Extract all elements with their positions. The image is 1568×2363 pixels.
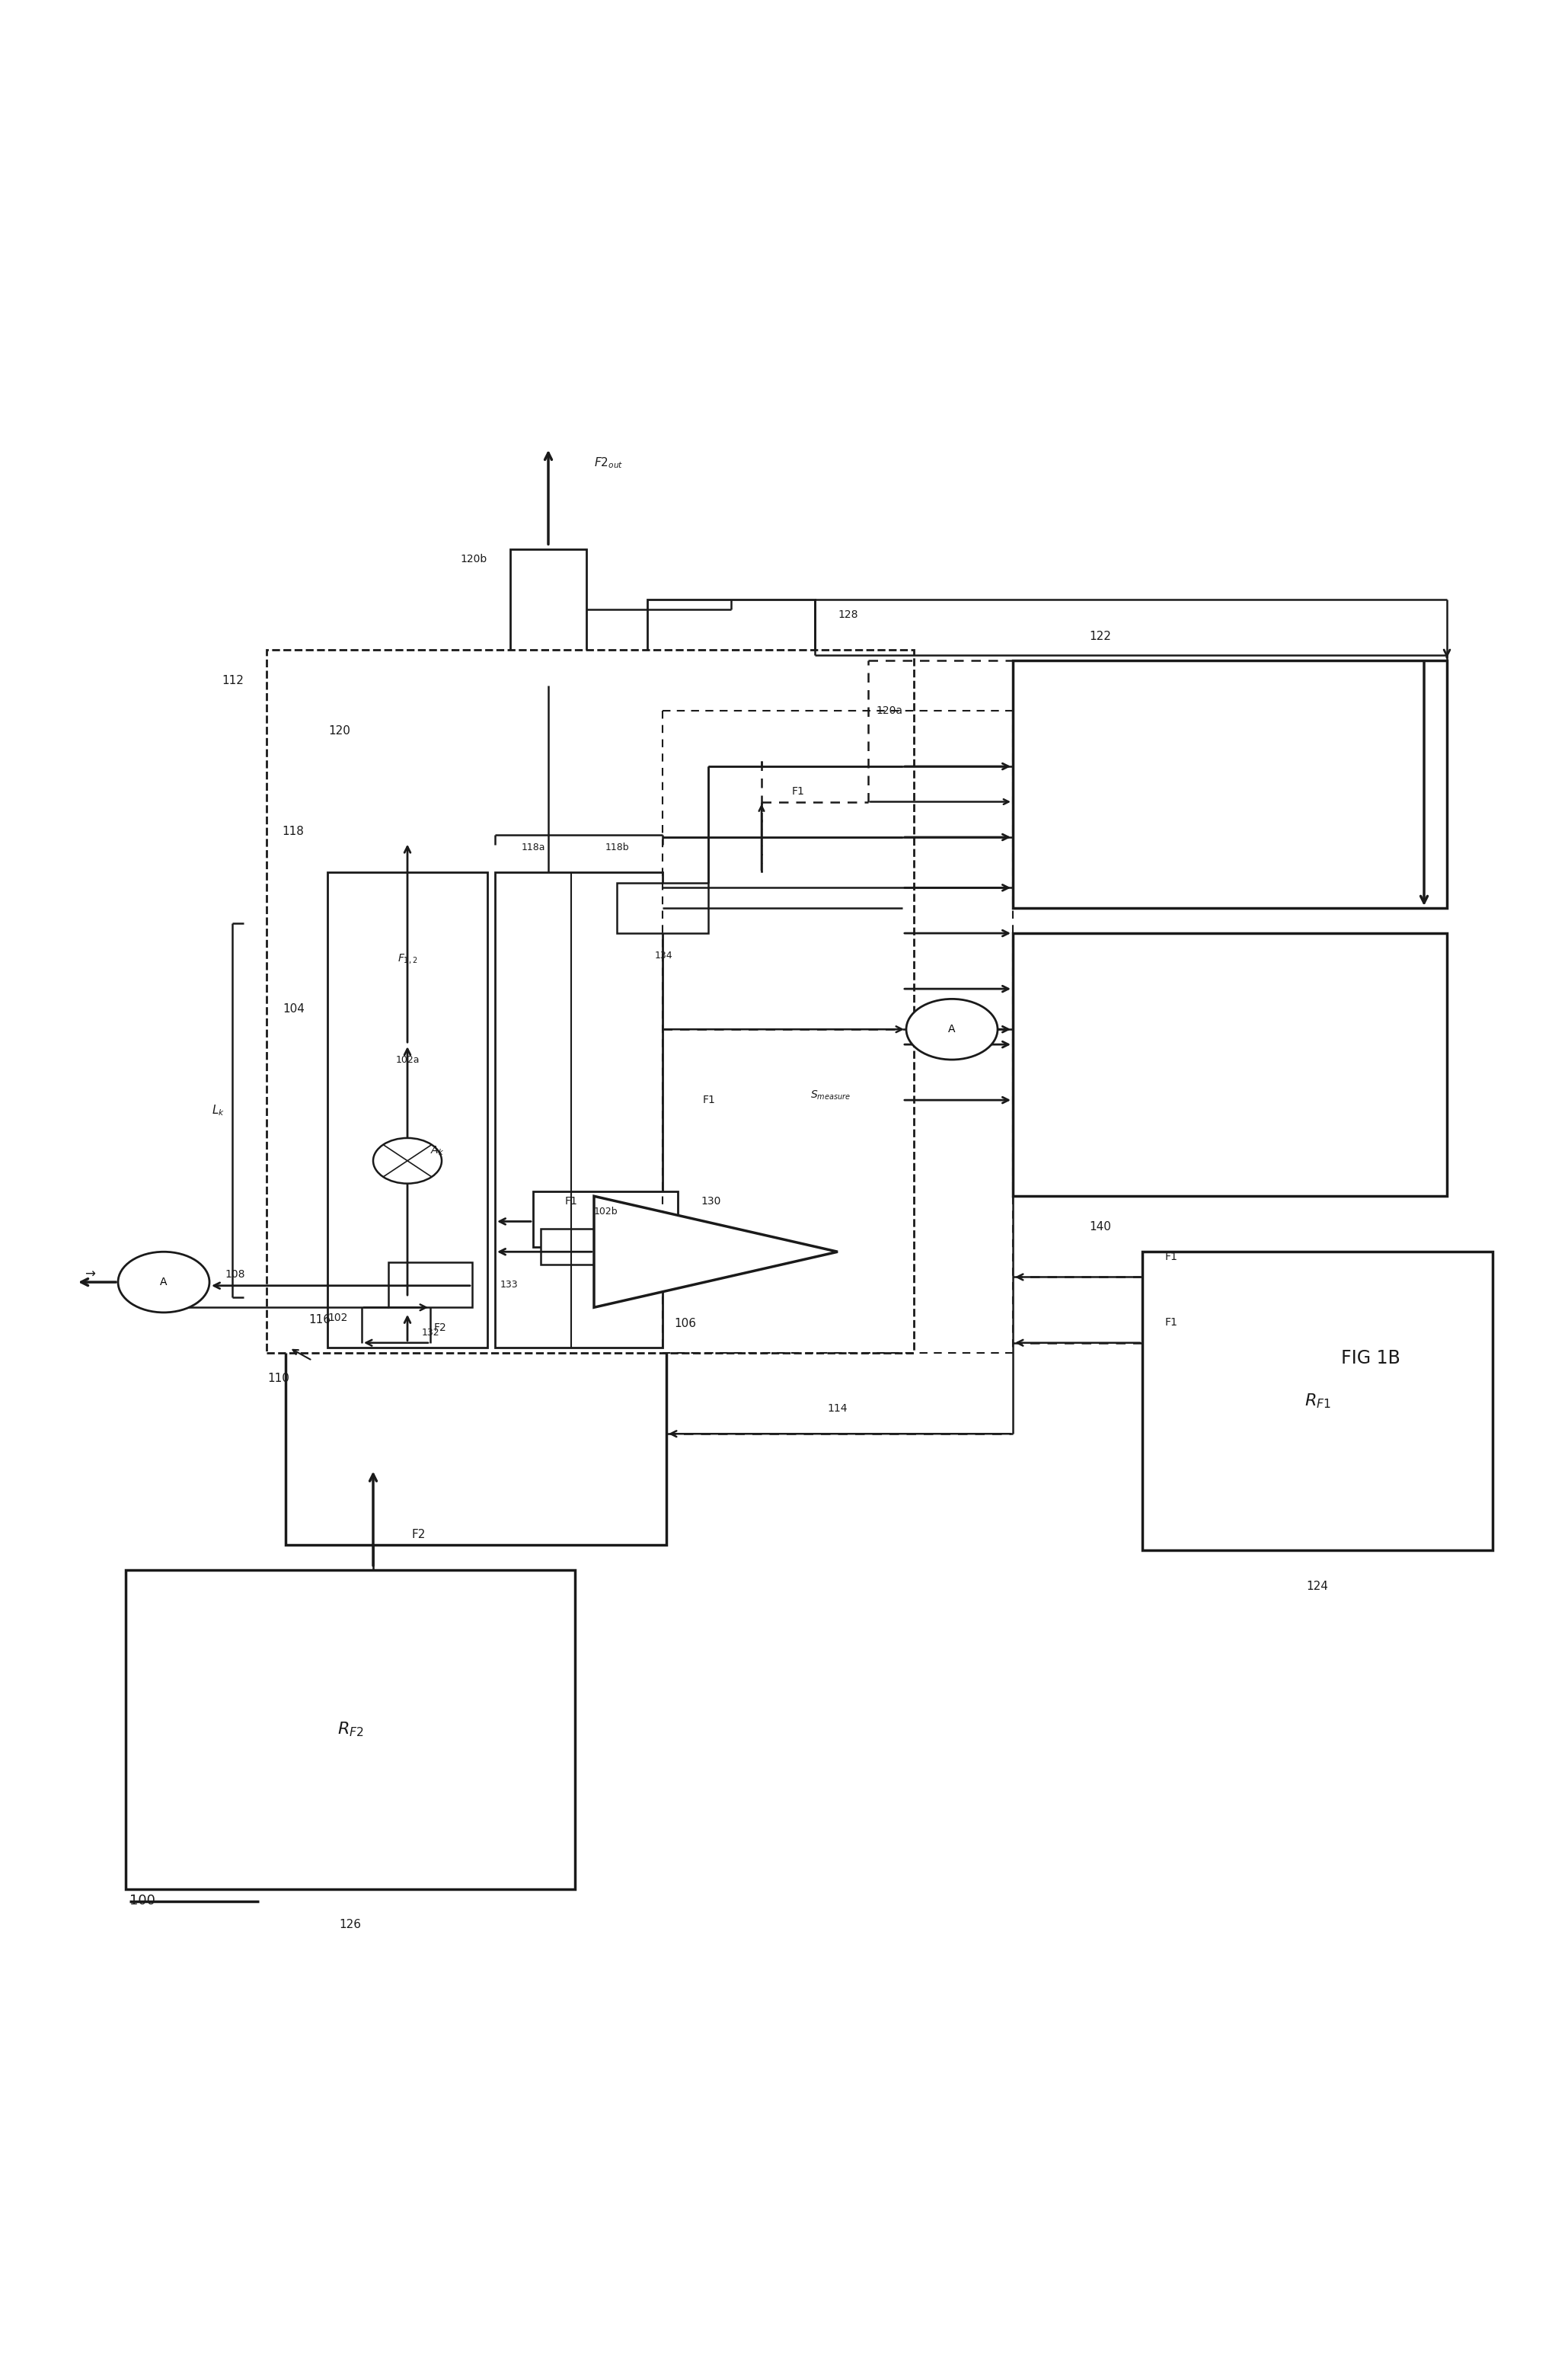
Ellipse shape xyxy=(118,1252,210,1311)
Text: 132: 132 xyxy=(422,1328,439,1337)
Text: $F2_{out}$: $F2_{out}$ xyxy=(594,456,622,470)
Text: 112: 112 xyxy=(221,676,243,685)
Text: F1: F1 xyxy=(792,787,804,796)
Text: 118: 118 xyxy=(282,825,304,837)
Text: 108: 108 xyxy=(224,1269,245,1281)
Text: 124: 124 xyxy=(1306,1581,1328,1593)
Text: 130: 130 xyxy=(701,1196,721,1207)
Text: 114: 114 xyxy=(828,1404,848,1413)
Text: F1: F1 xyxy=(702,1094,717,1106)
Text: 120a: 120a xyxy=(877,707,903,716)
Ellipse shape xyxy=(906,1000,997,1059)
Bar xyxy=(328,872,488,1347)
Text: 122: 122 xyxy=(1090,631,1112,643)
Text: 118b: 118b xyxy=(605,844,629,853)
Text: A: A xyxy=(160,1276,168,1288)
Text: FIG 1B: FIG 1B xyxy=(1341,1349,1400,1368)
Text: 126: 126 xyxy=(339,1919,361,1931)
Text: F1: F1 xyxy=(1165,1316,1178,1328)
Bar xyxy=(648,600,815,711)
Bar xyxy=(616,884,709,933)
Text: 102a: 102a xyxy=(395,1054,419,1066)
Text: 120: 120 xyxy=(328,725,350,737)
Bar xyxy=(267,650,914,1354)
Bar xyxy=(389,1262,472,1307)
Text: 104: 104 xyxy=(282,1004,304,1014)
Text: 100: 100 xyxy=(130,1893,155,1907)
Text: 102: 102 xyxy=(328,1311,348,1323)
Text: 120b: 120b xyxy=(461,553,488,565)
Text: F1: F1 xyxy=(1165,1252,1178,1262)
Text: $R_{F2}$: $R_{F2}$ xyxy=(337,1720,364,1739)
Text: F2: F2 xyxy=(411,1529,425,1541)
Text: →: → xyxy=(85,1267,96,1281)
Text: $R_{F1}$: $R_{F1}$ xyxy=(1305,1392,1331,1411)
Bar xyxy=(495,872,663,1347)
Text: $F_{1,2}$: $F_{1,2}$ xyxy=(397,952,417,964)
Text: $S_{measure}$: $S_{measure}$ xyxy=(811,1089,850,1101)
Ellipse shape xyxy=(373,1139,442,1184)
Text: 133: 133 xyxy=(500,1281,517,1290)
Text: 140: 140 xyxy=(1090,1222,1112,1233)
Polygon shape xyxy=(594,1196,837,1307)
Text: 118a: 118a xyxy=(521,844,546,853)
Text: F1: F1 xyxy=(564,1196,577,1205)
Bar xyxy=(533,1191,677,1248)
Bar xyxy=(1143,1252,1493,1550)
Bar xyxy=(125,1571,575,1888)
Text: $L_k$: $L_k$ xyxy=(212,1104,224,1118)
Text: 134: 134 xyxy=(655,950,673,962)
Text: 116: 116 xyxy=(309,1314,331,1326)
Bar xyxy=(373,690,784,872)
Text: 128: 128 xyxy=(837,610,858,619)
Bar xyxy=(1013,659,1447,907)
Text: 110: 110 xyxy=(268,1373,290,1385)
Text: F2: F2 xyxy=(434,1323,447,1333)
Text: 106: 106 xyxy=(674,1319,696,1328)
Bar xyxy=(285,1342,666,1545)
Bar xyxy=(510,548,586,685)
Text: $A_k$: $A_k$ xyxy=(430,1144,444,1158)
Bar xyxy=(541,1229,610,1264)
Bar xyxy=(1013,933,1447,1196)
Text: 102b: 102b xyxy=(594,1207,618,1217)
Text: A: A xyxy=(949,1023,955,1035)
